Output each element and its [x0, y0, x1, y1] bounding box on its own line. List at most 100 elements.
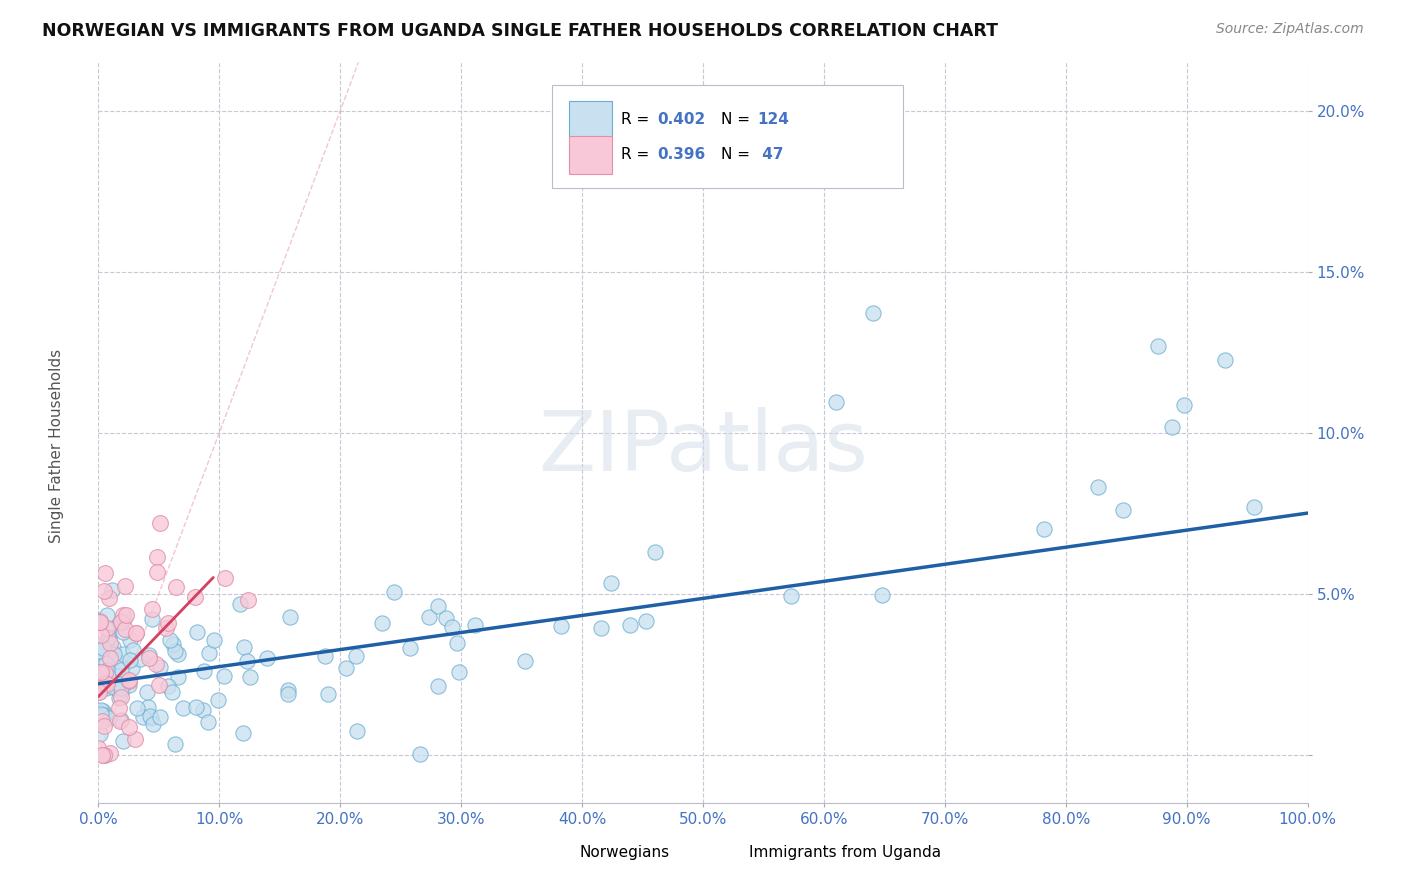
Point	[434, 611, 457, 625]
Point	[90, 714, 112, 728]
Point	[138, 648, 160, 662]
Point	[94, 747, 117, 762]
Point	[121, 643, 143, 657]
Point	[103, 647, 125, 661]
Point	[1033, 522, 1056, 536]
Point	[197, 714, 219, 729]
Point	[110, 615, 132, 629]
Point	[141, 601, 163, 615]
Point	[619, 618, 641, 632]
Point	[172, 700, 194, 714]
Point	[370, 616, 392, 631]
Point	[599, 575, 621, 590]
Point	[278, 610, 301, 624]
Point	[149, 660, 172, 674]
Point	[141, 711, 163, 725]
Point	[93, 640, 115, 655]
Point	[90, 703, 112, 717]
Point	[93, 747, 115, 762]
Point	[1173, 398, 1195, 412]
Text: N =: N =	[721, 147, 755, 162]
Point	[94, 656, 117, 670]
Point	[103, 668, 125, 682]
Point	[1213, 353, 1236, 368]
Point	[98, 621, 121, 635]
Text: N =: N =	[721, 112, 755, 127]
Point	[236, 593, 259, 607]
Point	[98, 636, 121, 650]
Point	[96, 677, 118, 691]
Point	[145, 657, 167, 671]
Point	[110, 690, 132, 704]
Point	[105, 682, 128, 697]
Point	[120, 653, 142, 667]
Point	[93, 708, 115, 723]
Point	[101, 680, 124, 694]
Text: R =: R =	[621, 147, 654, 162]
FancyBboxPatch shape	[569, 101, 613, 138]
Point	[111, 683, 134, 698]
Point	[89, 727, 111, 741]
Point	[94, 676, 117, 690]
Point	[197, 646, 219, 660]
Point	[214, 571, 236, 585]
Point	[125, 626, 148, 640]
Point	[90, 650, 112, 665]
Point	[118, 673, 141, 687]
Point	[90, 638, 112, 652]
Point	[91, 704, 114, 718]
Text: Single Father Households: Single Father Households	[49, 349, 63, 543]
Point	[441, 619, 464, 633]
Point	[446, 636, 468, 650]
Point	[89, 615, 111, 629]
Point	[94, 665, 117, 680]
Text: NORWEGIAN VS IMMIGRANTS FROM UGANDA SINGLE FATHER HOUSEHOLDS CORRELATION CHART: NORWEGIAN VS IMMIGRANTS FROM UGANDA SING…	[42, 22, 998, 40]
Point	[418, 610, 440, 624]
Point	[118, 678, 141, 692]
Point	[138, 650, 160, 665]
Point	[96, 607, 118, 622]
Point	[862, 306, 884, 320]
Point	[156, 616, 179, 631]
FancyBboxPatch shape	[569, 136, 613, 174]
Point	[382, 585, 405, 599]
Point	[87, 644, 110, 658]
Point	[165, 643, 187, 657]
FancyBboxPatch shape	[711, 839, 745, 866]
Point	[550, 618, 572, 632]
Point	[110, 681, 132, 695]
Point	[256, 651, 278, 665]
Point	[167, 670, 190, 684]
Text: Norwegians: Norwegians	[579, 845, 669, 860]
Point	[111, 625, 134, 640]
Point	[316, 687, 339, 701]
Point	[644, 545, 666, 559]
Point	[115, 608, 138, 623]
Point	[277, 683, 299, 698]
Point	[97, 630, 120, 644]
Point	[142, 717, 165, 731]
Point	[145, 550, 167, 565]
Point	[111, 648, 134, 662]
Point	[108, 656, 131, 670]
Point	[155, 621, 177, 635]
Point	[314, 648, 336, 663]
Point	[148, 678, 170, 692]
Point	[112, 611, 135, 625]
Point	[108, 714, 131, 728]
Point	[138, 708, 160, 723]
Point	[118, 674, 141, 689]
Point	[96, 621, 118, 635]
Text: 124: 124	[758, 112, 789, 127]
Point	[277, 687, 299, 701]
Point	[212, 669, 235, 683]
Point	[146, 565, 169, 579]
Point	[228, 597, 250, 611]
Point	[96, 663, 118, 677]
Point	[90, 665, 112, 680]
Point	[97, 668, 120, 682]
Point	[870, 588, 893, 602]
Point	[98, 746, 121, 760]
Point	[191, 703, 214, 717]
Point	[1161, 420, 1184, 434]
